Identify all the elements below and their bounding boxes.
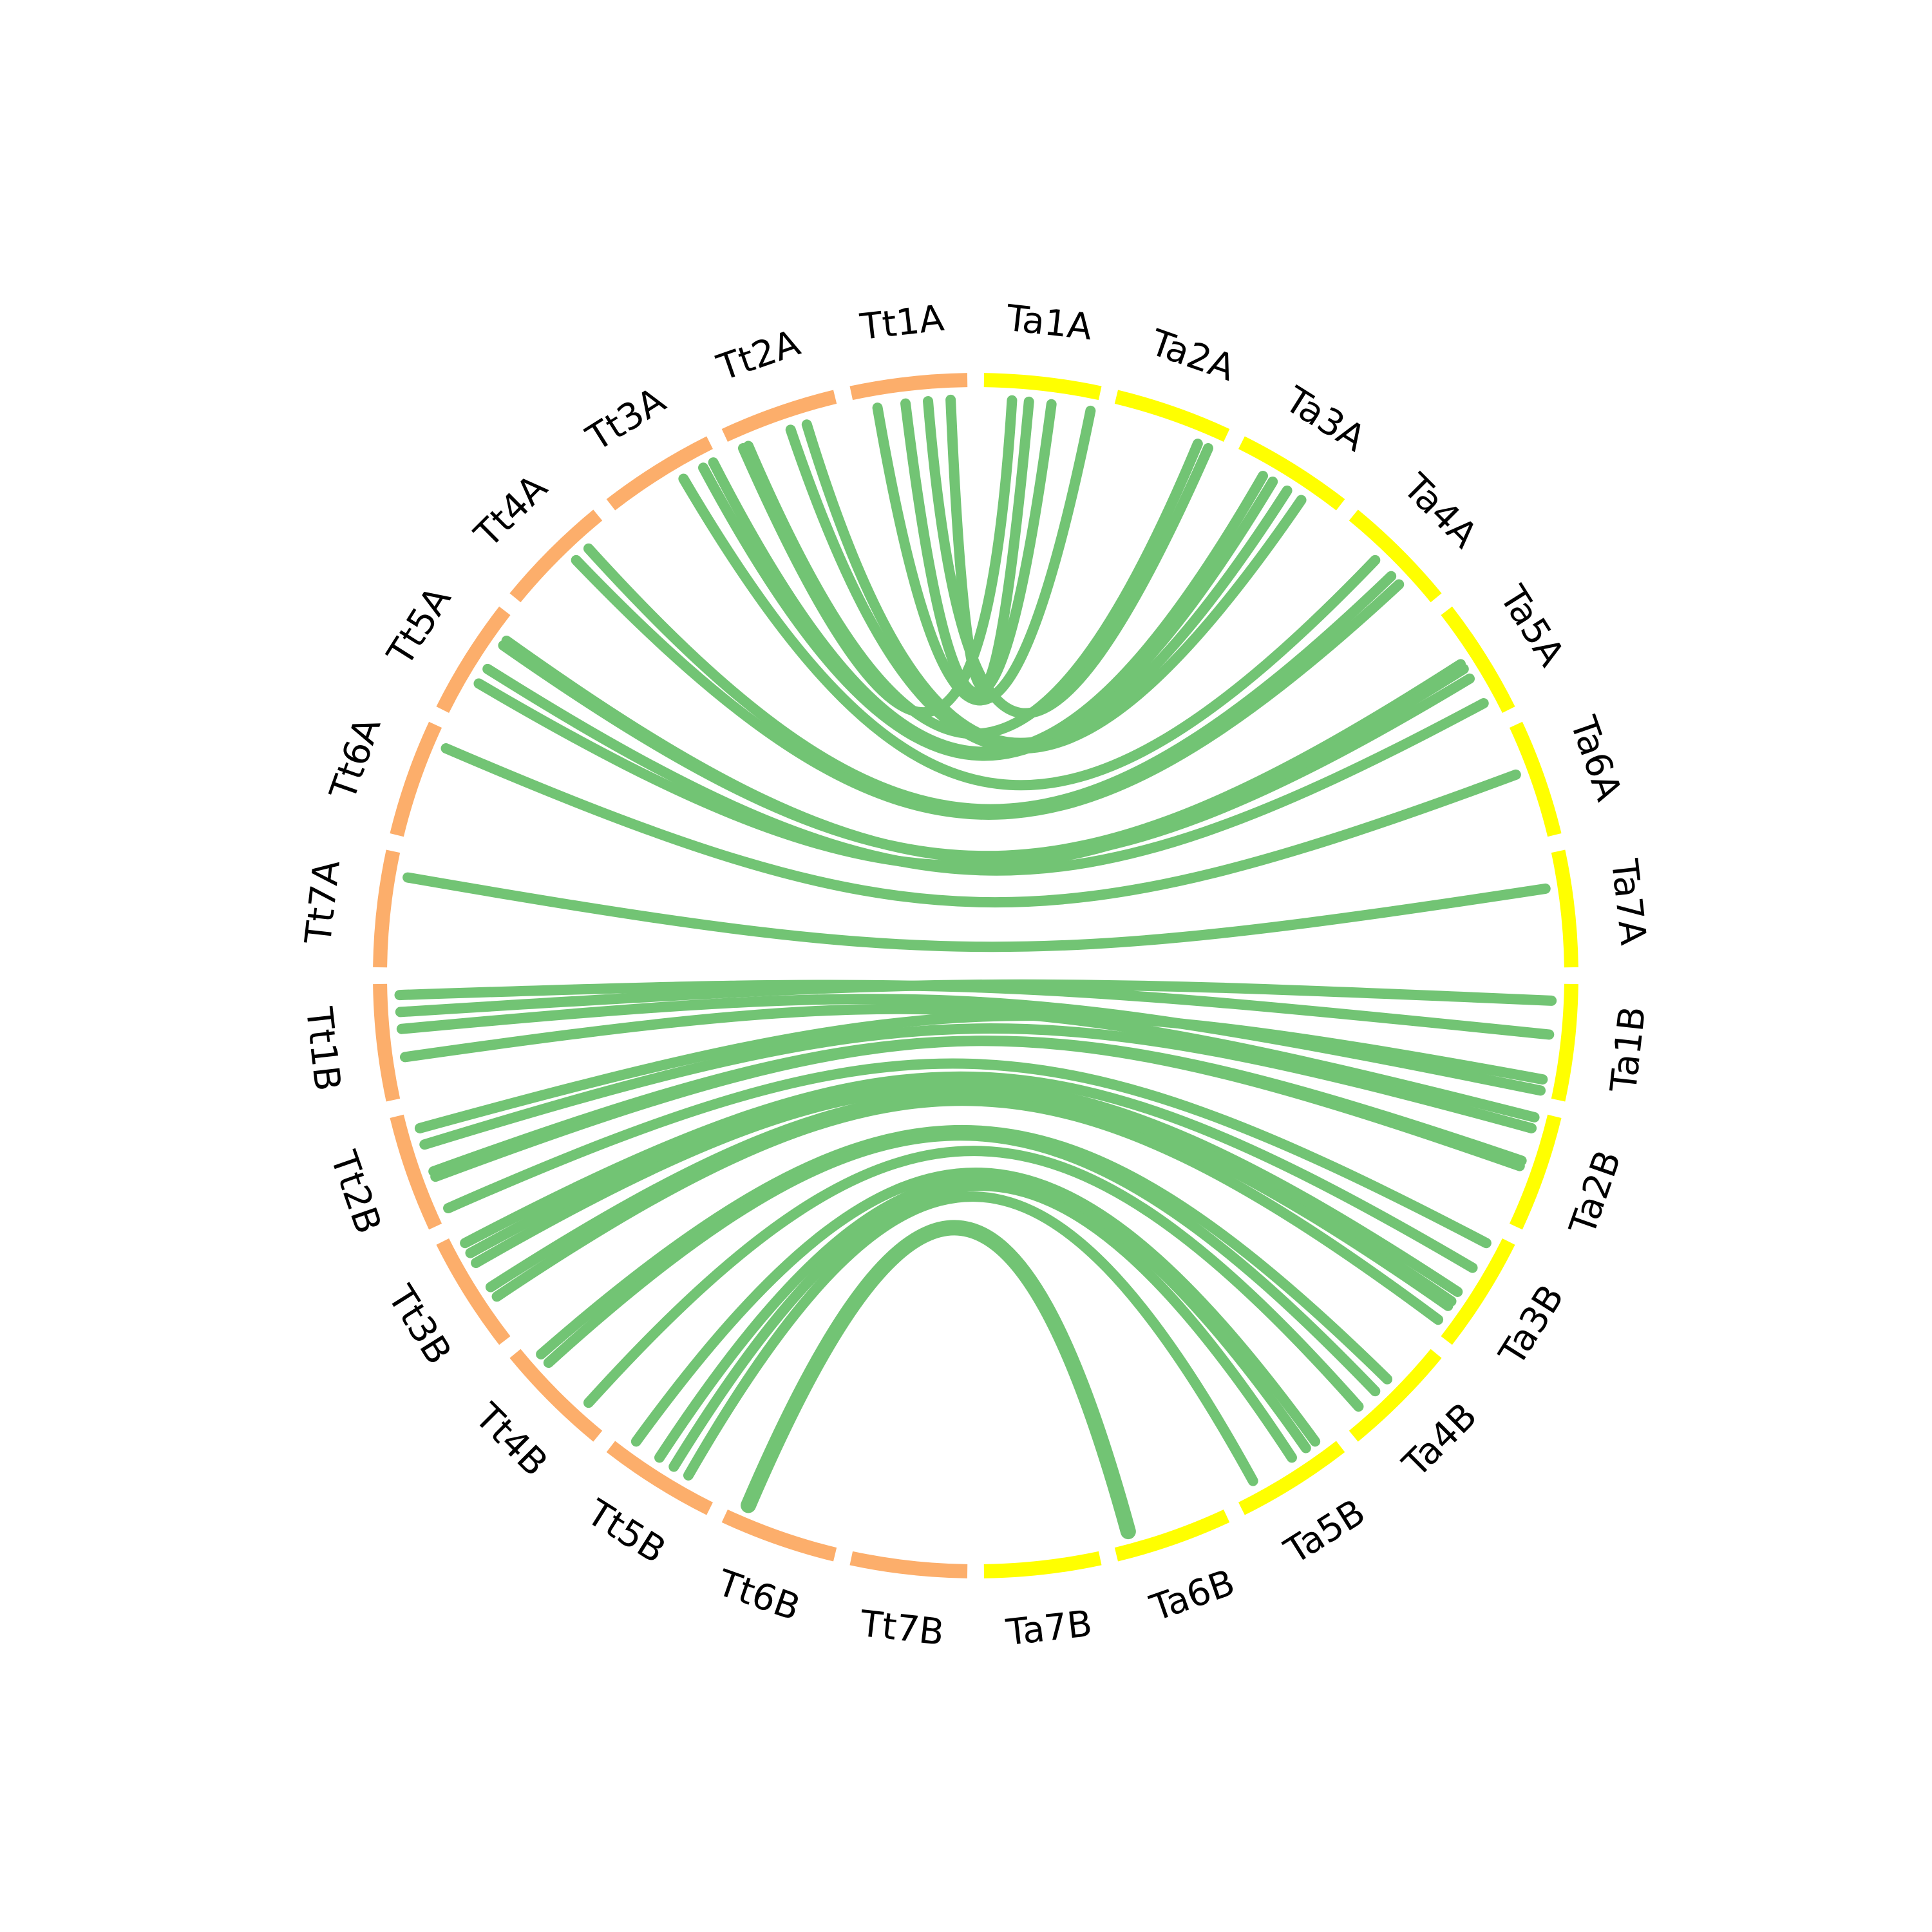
chromosome-segment-ta1a: [983, 373, 1102, 401]
chromosome-segment-tt3a: [606, 436, 713, 511]
link-tt7a-ta7a: [402, 872, 1551, 952]
link-tt1a-ta1a: [900, 398, 1057, 698]
chromosome-segment-tt3b: [436, 1238, 511, 1345]
chromosome-label-ta6b: Ta6B: [1144, 1562, 1240, 1630]
synteny-links: [394, 394, 1557, 1540]
chromosome-label-ta3a: Ta3A: [1277, 379, 1372, 460]
chromosome-segment-tt1a: [849, 373, 968, 401]
chromosome-segment-ta6b: [1114, 1509, 1230, 1562]
link-tt4a-ta4a: [583, 543, 1397, 815]
chromosome-label-tt7b: Tt7B: [857, 1603, 946, 1654]
chromosome-label-ta2b: Ta2B: [1562, 1145, 1630, 1240]
chromosome-segment-ta2b: [1509, 1114, 1562, 1230]
link-tt5b-ta5b: [683, 1191, 1258, 1486]
link-tt2b-ta3b: [443, 1058, 1492, 1249]
link-tt2b-ta2b: [430, 1036, 1527, 1182]
chromosome-segment-ta3a: [1238, 436, 1345, 511]
link-tt3a-ta3a: [708, 457, 1269, 757]
chromosome-segment-ta1b: [1551, 983, 1578, 1102]
chromosome-label-tt5b: Tt5B: [579, 1492, 673, 1572]
link-tt5b-ta5b: [630, 1168, 1321, 1447]
chromosome-segment-ta3b: [1441, 1238, 1515, 1345]
link-tt4a-ta4a: [571, 554, 1405, 820]
chromosome-label-tt7a: Tt7A: [298, 858, 348, 947]
chromosome-label-tt3a: Tt3A: [579, 379, 673, 460]
chromosome-label-tt4a: Tt4A: [466, 467, 556, 556]
chromosome-segment-tt4a: [509, 509, 603, 603]
link-tt1a-ta1a: [872, 402, 1096, 706]
chromosome-segment-tt7b: [849, 1551, 968, 1578]
chromosome-label-ta7b: Ta7B: [1003, 1603, 1094, 1654]
chromosome-label-tt6a: Tt6A: [322, 712, 390, 806]
chromosome-segment-ta5b: [1238, 1441, 1345, 1515]
chromosome-label-ta7a: Ta7A: [1603, 857, 1654, 947]
chromosome-segment-tt5b: [606, 1441, 713, 1515]
chromosome-label-tt4b: Tt4B: [466, 1396, 556, 1485]
chromosome-label-tt5a: Tt5A: [379, 580, 460, 674]
chromosome-label-ta4a: Ta4A: [1394, 466, 1485, 556]
link-tt3b-ta3b: [460, 1071, 1478, 1273]
link-tt1a-ta2a: [923, 396, 1214, 719]
chromosome-segment-ta4a: [1349, 509, 1442, 603]
chromosome-segment-ta5a: [1441, 606, 1515, 713]
link-tt5a-ta5a: [473, 663, 1469, 871]
link-tt3b-ta3b: [491, 1095, 1444, 1325]
link-tt5b-ta5b: [668, 1180, 1297, 1472]
link-tt1b-ta1b: [396, 994, 1546, 1096]
chromosome-segment-tt5a: [436, 606, 511, 713]
link-tt4b-ta4b: [543, 1130, 1381, 1397]
chromosome-label-tt1b: Tt1B: [298, 1005, 348, 1094]
link-tt4b-ta4b: [536, 1125, 1393, 1385]
chromosome-label-tt2b: Tt2B: [322, 1146, 390, 1239]
chromosome-segment-tt2b: [390, 1114, 442, 1230]
link-tt2b-ta2b: [419, 1023, 1537, 1150]
chromosome-segment-ta7a: [1551, 849, 1578, 968]
chromosome-segment-tt7a: [373, 849, 401, 968]
chromosome-label-tt3b: Tt3B: [379, 1278, 460, 1372]
chromosome-label-tt2a: Tt2A: [712, 322, 805, 390]
chromosome-ring: [373, 373, 1578, 1578]
chromosome-label-tt6b: Tt6B: [712, 1562, 805, 1629]
chromosome-label-ta3b: Ta3B: [1491, 1278, 1572, 1373]
link-tt6a-ta6a: [440, 743, 1521, 908]
link-tt5b-ta5b: [654, 1175, 1311, 1463]
chromosome-segment-tt2a: [721, 390, 837, 442]
link-tt4b-ta4b: [583, 1146, 1364, 1412]
chromosome-label-ta1a: Ta1A: [1003, 298, 1094, 349]
link-tt1b-ta1b: [395, 979, 1557, 1018]
chromosome-label-ta5a: Ta5A: [1491, 578, 1572, 674]
link-tt2a-ta1a: [737, 395, 1018, 717]
chromosome-segment-ta2a: [1114, 390, 1230, 442]
link-tt2a-ta3a: [801, 419, 1293, 748]
chromosome-segment-ta6a: [1509, 721, 1562, 837]
chromosome-label-ta4b: Ta4B: [1394, 1395, 1485, 1486]
chromosome-segment-tt6a: [390, 721, 442, 837]
chromosome-label-ta1b: Ta1B: [1603, 1004, 1654, 1095]
link-tt3a-ta4a: [678, 473, 1381, 791]
chromosome-segment-tt4b: [509, 1349, 603, 1442]
link-tt3b-ta3b: [485, 1090, 1454, 1311]
chromosome-label-ta2a: Ta2A: [1144, 321, 1240, 390]
chromosome-segment-tt1b: [373, 983, 401, 1102]
chromosome-label-ta6a: Ta6A: [1562, 711, 1630, 806]
link-tt2b-ta1b: [414, 1010, 1548, 1133]
chromosome-segment-tt6b: [721, 1509, 837, 1562]
link-tt1b-ta2b: [399, 1003, 1540, 1122]
chromosome-label-ta5b: Ta5B: [1277, 1492, 1372, 1573]
chromosome-segment-ta7b: [983, 1551, 1102, 1578]
chromosome-segment-ta4b: [1349, 1349, 1442, 1442]
link-tt5a-ta5a: [501, 636, 1475, 864]
link-tt6b-ta6b: [741, 1220, 1136, 1540]
chromosome-label-tt1a: Tt1A: [858, 298, 947, 348]
